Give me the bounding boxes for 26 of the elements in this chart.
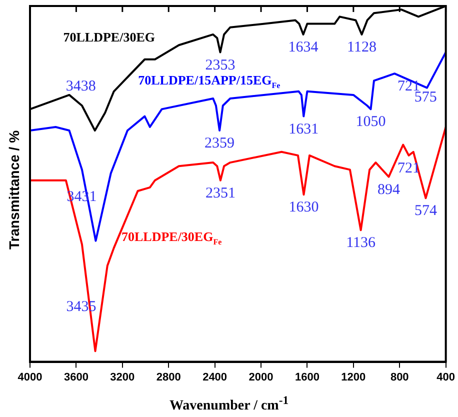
x-tick-label: 400 [436, 371, 456, 384]
x-tick-label: 4000 [18, 371, 42, 384]
x-tick-label: 2000 [248, 371, 274, 384]
annotation: 1631 [288, 121, 319, 138]
x-tick-label: 3600 [64, 371, 88, 384]
annotation: 1136 [346, 235, 376, 252]
x-tick-label: 1200 [341, 371, 366, 384]
x-tick-label: 800 [390, 371, 409, 384]
annotation: 894 [378, 182, 401, 198]
annotation: 574 [414, 203, 438, 220]
x-tick-label: 1600 [294, 371, 320, 384]
x-tick-label: 2800 [156, 371, 181, 384]
x-tick-label: 3200 [110, 371, 135, 384]
annotation: 2353 [205, 57, 236, 74]
x-axis-title: Wavenumber / cm$^{-1}$ [168, 394, 290, 415]
series-label: 70LLDPE/30EG [63, 30, 156, 45]
annotation: 3438 [66, 78, 96, 95]
annotation: 2359 [204, 136, 235, 152]
annotation: 575 [414, 89, 437, 106]
annotation: 1128 [347, 39, 376, 56]
y-axis-title: Transmittance / % [6, 130, 22, 250]
annotation: 1634 [288, 39, 319, 56]
annotation: 1630 [288, 200, 319, 216]
annotation: 1050 [356, 114, 386, 130]
annotation: 2351 [205, 185, 236, 202]
x-tick-label: 2400 [202, 371, 228, 384]
